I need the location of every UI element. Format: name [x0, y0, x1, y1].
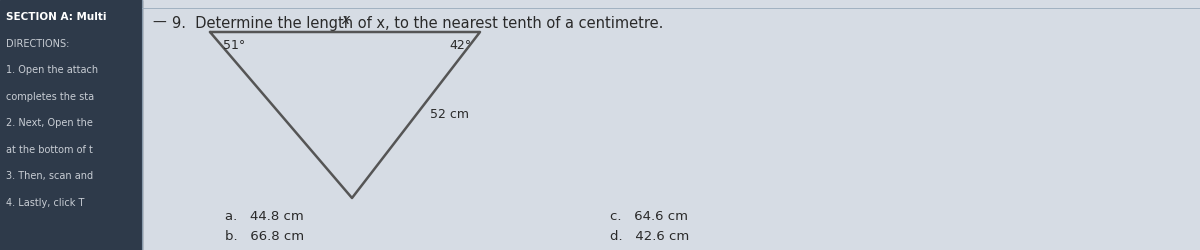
Text: 9.  Determine the length of x, to the nearest tenth of a centimetre.: 9. Determine the length of x, to the nea… [172, 16, 664, 31]
Text: —: — [152, 16, 166, 30]
Text: 52 cm: 52 cm [430, 108, 469, 122]
Bar [0, 0, 142, 250]
Text: b.   66.8 cm: b. 66.8 cm [226, 230, 304, 243]
Text: 2. Next, Open the: 2. Next, Open the [6, 118, 92, 128]
Text: c.   64.6 cm: c. 64.6 cm [610, 210, 688, 223]
Text: DIRECTIONS:: DIRECTIONS: [6, 38, 70, 48]
Text: SECTION A: Multi: SECTION A: Multi [6, 12, 107, 22]
Text: 4. Lastly, click T: 4. Lastly, click T [6, 198, 84, 207]
Text: x: x [341, 13, 349, 27]
Text: a.   44.8 cm: a. 44.8 cm [226, 210, 304, 223]
Text: d.   42.6 cm: d. 42.6 cm [610, 230, 689, 243]
Text: completes the sta: completes the sta [6, 92, 94, 102]
Text: 1. Open the attach: 1. Open the attach [6, 65, 98, 75]
Text: 3. Then, scan and: 3. Then, scan and [6, 171, 94, 181]
Text: at the bottom of t: at the bottom of t [6, 144, 92, 154]
Text: 51°: 51° [223, 39, 245, 52]
Text: 42°: 42° [450, 39, 472, 52]
